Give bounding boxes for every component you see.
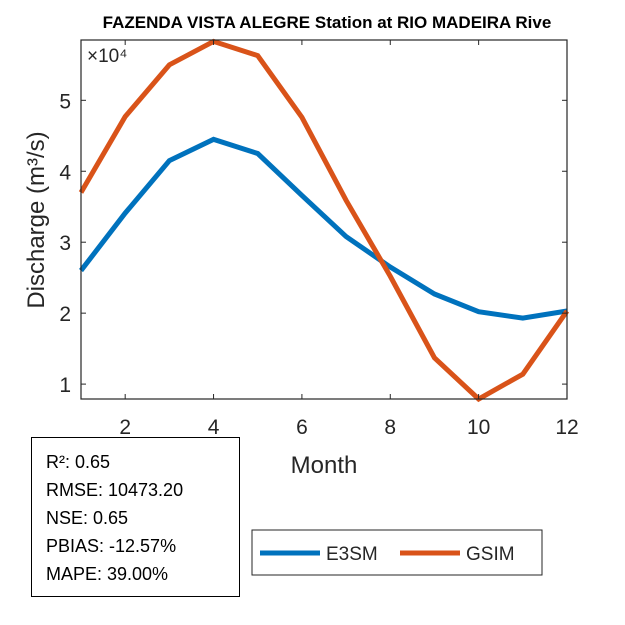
- x-tick-label: 8: [384, 416, 396, 439]
- y-tick-label: 2: [59, 303, 71, 326]
- y-tick-label: 4: [59, 161, 71, 184]
- x-tick-label: 4: [208, 416, 220, 439]
- x-tick-label: 10: [467, 416, 490, 439]
- x-axis-label: Month: [291, 452, 358, 479]
- stat-pbias: PBIAS: -12.57%: [46, 536, 177, 556]
- x-tick-label: 12: [555, 416, 578, 439]
- x-tick-label: 2: [119, 416, 131, 439]
- statistics-box: R²: 0.65 RMSE: 10473.20 NSE: 0.65 PBIAS:…: [31, 437, 240, 597]
- y-tick-label: 1: [59, 374, 71, 397]
- stat-nse: NSE: 0.65: [46, 508, 129, 528]
- y-axis-label: Discharge (m³/s): [23, 131, 50, 308]
- plot-frame: [80, 39, 568, 400]
- y-exponent-label: ×10⁴: [87, 46, 127, 67]
- chart-title: FAZENDA VISTA ALEGRE Station at RIO MADE…: [103, 13, 552, 32]
- legend-label-gsim: GSIM: [466, 544, 515, 565]
- stat-rmse: RMSE: 10473.20: [46, 480, 184, 500]
- x-tick-label: 6: [296, 416, 308, 439]
- stat-r2: R²: 0.65: [46, 452, 111, 472]
- y-tick-label: 3: [59, 232, 71, 255]
- y-tick-label: 5: [59, 90, 71, 113]
- legend: E3SM GSIM: [251, 529, 543, 576]
- series-line-e3sm: [79, 136, 568, 321]
- series-line-gsim: [78, 38, 570, 403]
- legend-label-e3sm: E3SM: [326, 544, 378, 565]
- stat-mape: MAPE: 39.00%: [46, 564, 169, 584]
